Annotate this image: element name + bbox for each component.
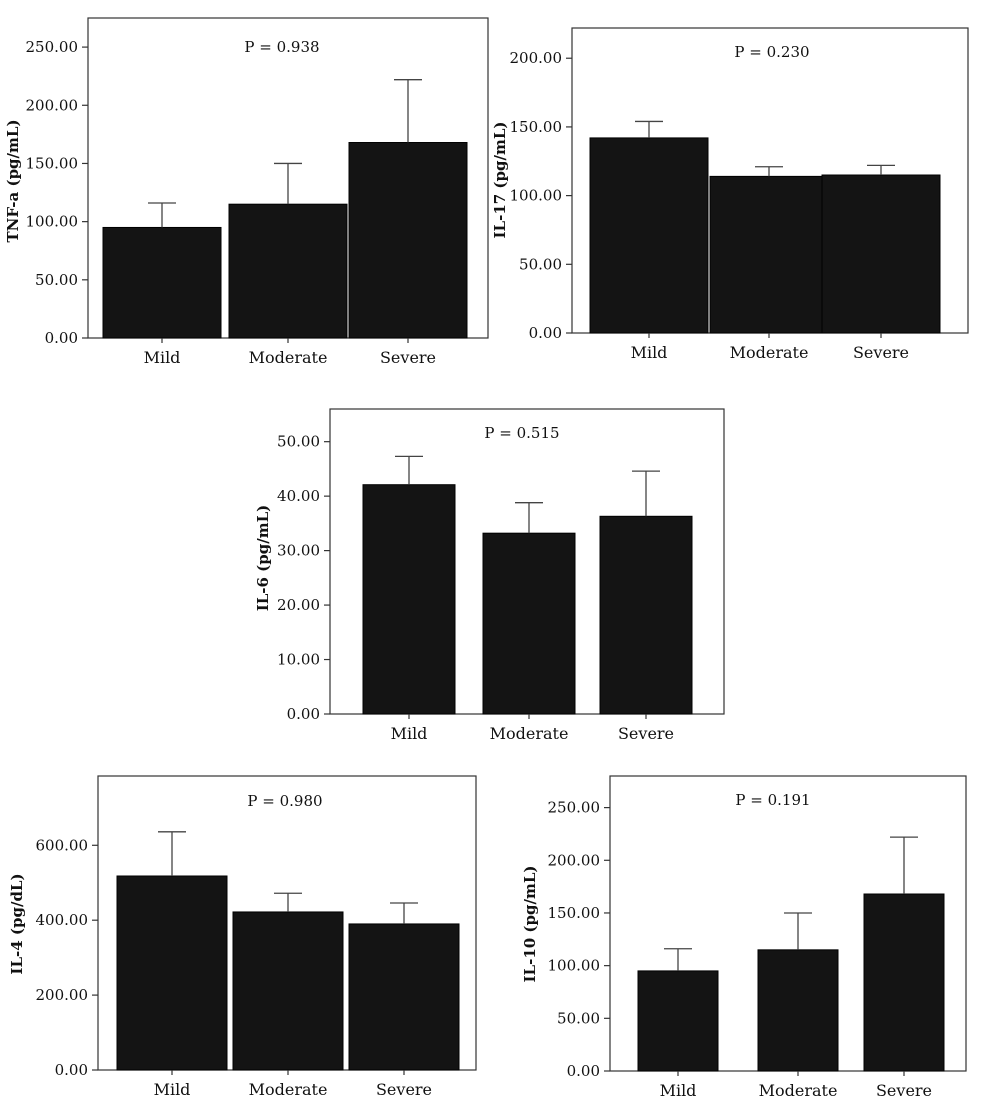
- y-axis-label: IL-17 (pg/mL): [491, 122, 509, 239]
- y-axis-ticks: 0.00 200.00 400.00 600.00: [36, 836, 98, 1079]
- bar-group: [102, 79, 468, 339]
- bar-mild: [116, 875, 228, 1071]
- x-category-label: Severe: [618, 724, 674, 743]
- y-tick-label: 10.00: [277, 651, 320, 669]
- p-value-label: P = 0.980: [247, 792, 322, 810]
- bar-group: [637, 836, 945, 1072]
- bar-moderate: [482, 532, 576, 715]
- p-value-label: P = 0.938: [244, 38, 319, 56]
- y-tick-label: 150.00: [548, 904, 601, 922]
- x-category-label: Moderate: [490, 724, 569, 743]
- x-category-label: Moderate: [249, 1080, 328, 1099]
- x-category-label: Severe: [876, 1081, 932, 1100]
- y-tick-label: 600.00: [36, 836, 89, 854]
- y-tick-label: 20.00: [277, 596, 320, 614]
- bar-severe: [863, 893, 945, 1072]
- bar-mild: [102, 226, 222, 339]
- y-axis-ticks: 0.00 50.00 100.00 150.00 200.00 250.00: [548, 799, 610, 1080]
- y-tick-label: 100.00: [510, 187, 563, 205]
- y-tick-label: 50.00: [519, 255, 562, 273]
- panel-il-10: P = 0.191 IL-10 (pg/mL) 0.00 50.00 100.00 1…: [521, 775, 967, 1100]
- x-axis-categories: Mild Moderate Severe: [631, 333, 909, 362]
- y-tick-label: 400.00: [36, 911, 89, 929]
- y-tick-label: 200.00: [36, 986, 89, 1004]
- y-tick-label: 0.00: [287, 705, 320, 723]
- y-tick-label: 40.00: [277, 487, 320, 505]
- y-tick-label: 50.00: [277, 433, 320, 451]
- y-tick-label: 150.00: [26, 154, 79, 172]
- y-tick-label: 250.00: [548, 799, 601, 817]
- bar-group: [116, 831, 460, 1071]
- bar-moderate: [232, 911, 344, 1071]
- y-axis-label: IL-10 (pg/mL): [521, 866, 539, 983]
- y-tick-label: 50.00: [557, 1009, 600, 1027]
- x-category-label: Moderate: [249, 348, 328, 367]
- bar-severe: [348, 142, 468, 339]
- y-tick-label: 200.00: [548, 851, 601, 869]
- panel-il-6: P = 0.515 IL-6 (pg/mL) 0.00 10.00 20.00 30.…: [254, 408, 725, 743]
- bar-mild: [637, 970, 719, 1072]
- y-tick-label: 0.00: [55, 1061, 88, 1079]
- y-axis-ticks: 0.00 10.00 20.00 30.00 40.00 50.00: [277, 433, 330, 723]
- x-axis-categories: Mild Moderate Severe: [154, 1070, 432, 1099]
- y-tick-label: 0.00: [567, 1062, 600, 1080]
- y-tick-label: 0.00: [45, 329, 78, 347]
- y-tick-label: 50.00: [35, 271, 78, 289]
- y-axis-ticks: 0.00 50.00 100.00 150.00 200.00: [510, 49, 572, 342]
- y-axis-ticks: 0.00 50.00 100.00 150.00 200.00 250.00: [26, 38, 88, 347]
- bar-severe: [821, 174, 941, 334]
- bar-severe: [599, 515, 693, 715]
- bar-group: [362, 455, 693, 715]
- x-category-label: Severe: [853, 343, 909, 362]
- y-tick-label: 0.00: [529, 324, 562, 342]
- panel-tnf-a: P = 0.938 TNF-a (pg/mL) 0.00 50.00 100.00 1…: [4, 17, 489, 367]
- y-axis-label: TNF-a (pg/mL): [4, 119, 22, 242]
- y-tick-label: 200.00: [510, 49, 563, 67]
- x-category-label: Severe: [380, 348, 436, 367]
- x-category-label: Mild: [154, 1080, 191, 1099]
- x-category-label: Mild: [631, 343, 668, 362]
- y-tick-label: 100.00: [26, 213, 79, 231]
- bar-moderate: [757, 949, 839, 1072]
- p-value-label: P = 0.515: [484, 424, 559, 442]
- y-tick-label: 30.00: [277, 542, 320, 560]
- x-axis-categories: Mild Moderate Severe: [144, 338, 436, 367]
- bar-moderate: [228, 203, 348, 339]
- y-tick-label: 200.00: [26, 96, 79, 114]
- x-category-label: Mild: [660, 1081, 697, 1100]
- panel-il-17: P = 0.230 IL-17 (pg/mL) 0.00 50.00 100.00 1…: [491, 27, 969, 362]
- bar-mild: [362, 484, 456, 715]
- bar-group: [589, 120, 941, 334]
- x-category-label: Severe: [376, 1080, 432, 1099]
- x-category-label: Moderate: [759, 1081, 838, 1100]
- bar-moderate: [709, 175, 829, 334]
- panel-il-4: P = 0.980 IL-4 (pg/dL) 0.00 200.00 400.00 6…: [8, 775, 477, 1099]
- y-tick-label: 100.00: [548, 957, 601, 975]
- x-axis-categories: Mild Moderate Severe: [391, 714, 674, 743]
- x-axis-categories: Mild Moderate Severe: [660, 1071, 932, 1100]
- x-category-label: Mild: [144, 348, 181, 367]
- y-axis-label: IL-6 (pg/mL): [254, 505, 272, 612]
- y-tick-label: 250.00: [26, 38, 79, 56]
- x-category-label: Mild: [391, 724, 428, 743]
- y-axis-label: IL-4 (pg/dL): [8, 873, 26, 974]
- p-value-label: P = 0.230: [734, 43, 809, 61]
- p-value-label: P = 0.191: [735, 791, 810, 809]
- y-tick-label: 150.00: [510, 118, 563, 136]
- bar-mild: [589, 137, 709, 334]
- bar-severe: [348, 923, 460, 1071]
- x-category-label: Moderate: [730, 343, 809, 362]
